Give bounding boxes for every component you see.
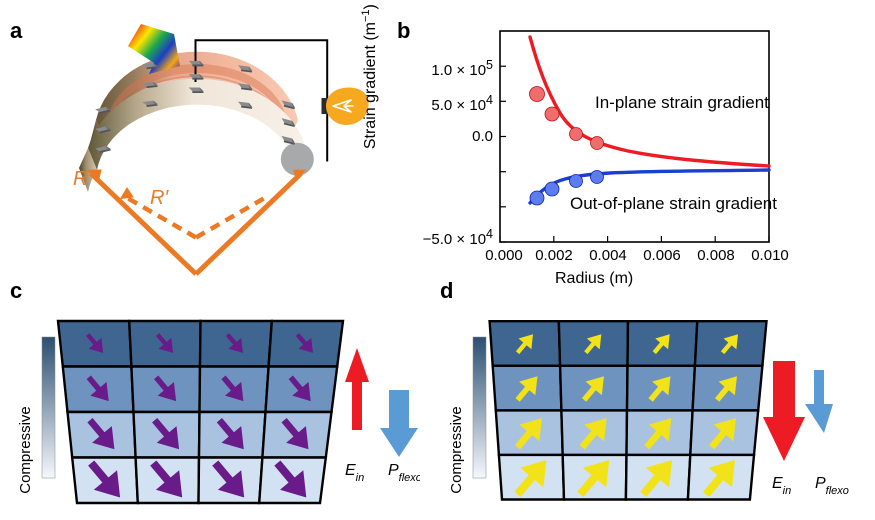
svg-text:Compressive: Compressive (17, 406, 34, 494)
svg-text:Ein: Ein (772, 475, 791, 497)
svg-text:Compressive: Compressive (448, 406, 465, 494)
svg-text:Ein: Ein (345, 462, 364, 484)
svg-text:Pflexo: Pflexo (815, 475, 849, 497)
svg-text:R: R (73, 168, 87, 190)
svg-text:Pflexo: Pflexo (388, 462, 420, 484)
svg-text:R′: R′ (150, 187, 169, 209)
